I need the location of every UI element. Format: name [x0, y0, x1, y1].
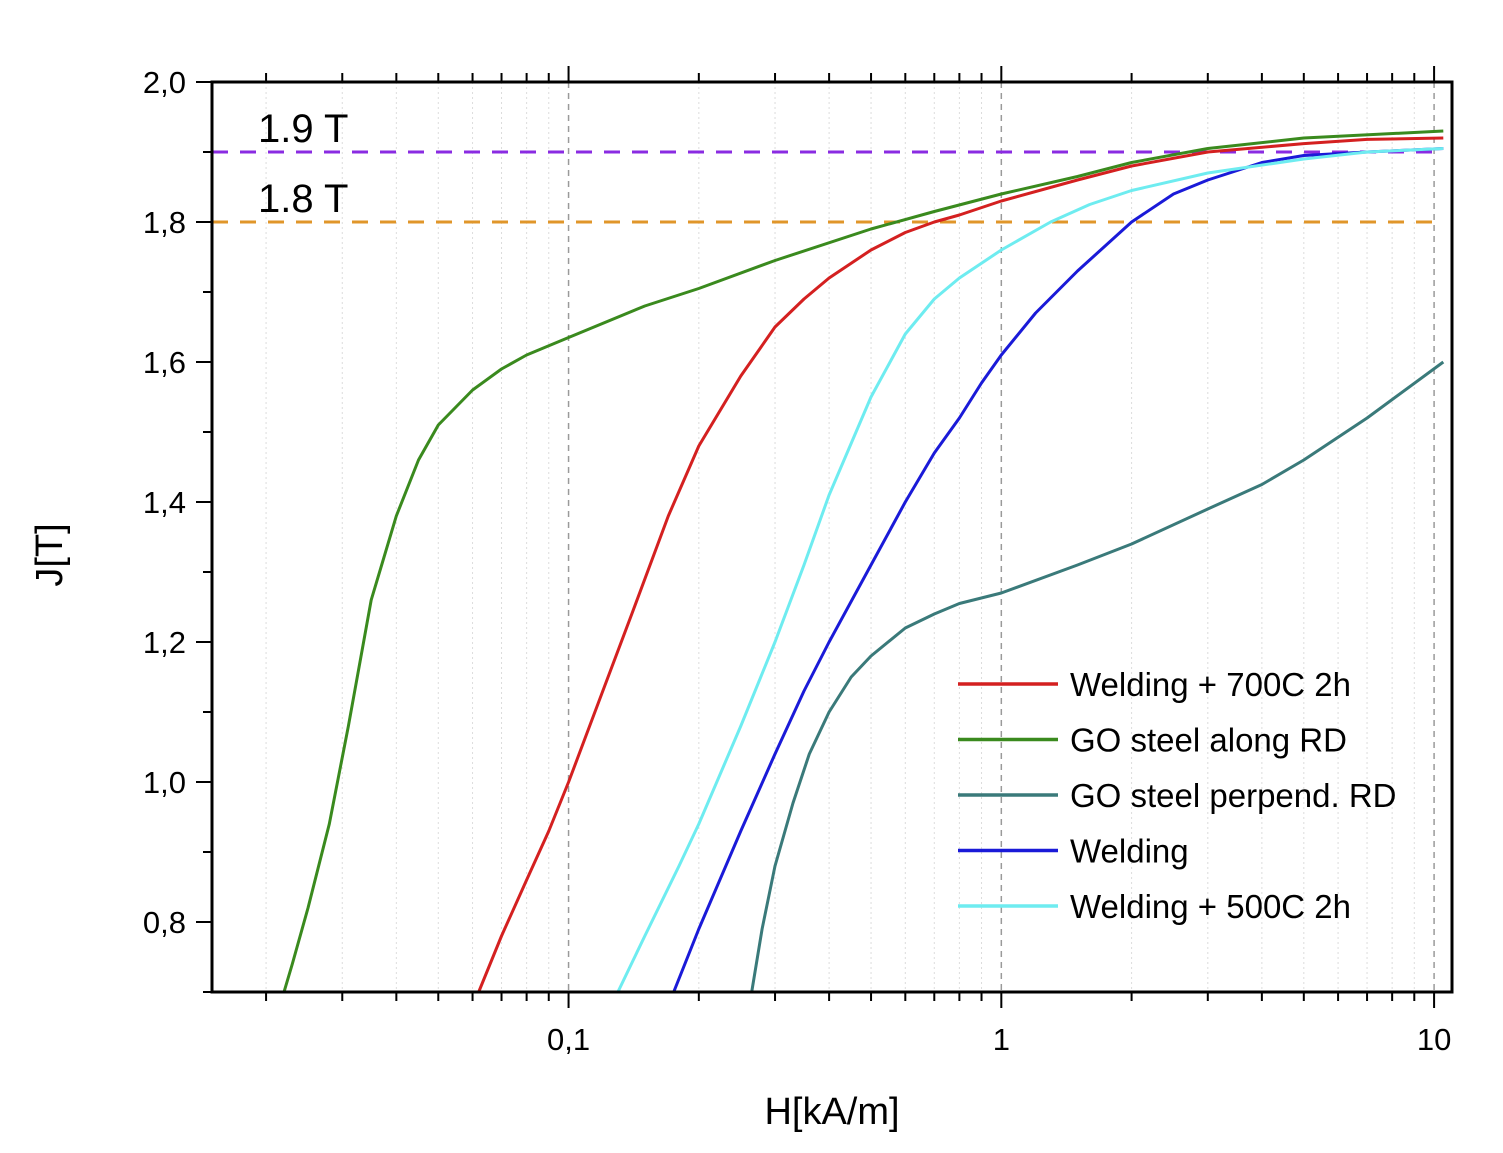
- y-tick-label: 0,8: [143, 905, 186, 940]
- series-lines: [282, 129, 1445, 992]
- series-line: [616, 147, 1444, 992]
- reference-label: 1.9 T: [258, 107, 348, 151]
- legend-item: GO steel perpend. RD: [958, 777, 1397, 814]
- legend-item: Welding: [958, 833, 1189, 870]
- legend: Welding + 700C 2h GO steel along RD GO ste…: [958, 666, 1397, 925]
- x-tick-label: 0,1: [547, 1022, 590, 1057]
- y-axis-title: J[T]: [29, 523, 71, 586]
- series-line: [282, 129, 1444, 992]
- legend-item: Welding + 500C 2h: [958, 888, 1351, 925]
- x-tick-label: 1: [993, 1022, 1010, 1057]
- series-line: [672, 147, 1444, 992]
- reference-label: 1.8 T: [258, 177, 348, 221]
- y-tick-label: 1,2: [143, 625, 186, 660]
- legend-item: Welding + 700C 2h: [958, 666, 1351, 703]
- axis-ticks: [196, 66, 1436, 1008]
- y-tick-label: 1,4: [143, 485, 186, 520]
- reference-lines: [212, 150, 1435, 224]
- legend-item: GO steel along RD: [958, 722, 1347, 759]
- legend-label: Welding + 500C 2h: [1070, 888, 1351, 925]
- y-tick-label: 1,8: [143, 205, 186, 240]
- x-tick-label: 10: [1417, 1022, 1451, 1057]
- legend-label: Welding + 700C 2h: [1070, 666, 1351, 703]
- major-gridlines: [567, 82, 1435, 992]
- legend-label: Welding: [1070, 833, 1189, 870]
- x-axis-title: H[kA/m]: [764, 1091, 899, 1133]
- legend-label: GO steel along RD: [1070, 722, 1347, 759]
- y-tick-label: 2,0: [143, 65, 186, 100]
- series-line: [477, 136, 1444, 992]
- reference-labels: 1.9 T 1.8 T: [258, 107, 348, 221]
- y-tick-label: 1,0: [143, 765, 186, 800]
- series-line: [750, 360, 1445, 992]
- y-tick-label: 1,6: [143, 345, 186, 380]
- minor-gridlines: [265, 82, 1415, 992]
- plot-frame: [210, 80, 1454, 994]
- tick-labels: 0,1 1 10 0,8 1,0 1,2 1,4 1,6 1,8 2,0: [143, 65, 1451, 1057]
- legend-label: GO steel perpend. RD: [1070, 777, 1397, 814]
